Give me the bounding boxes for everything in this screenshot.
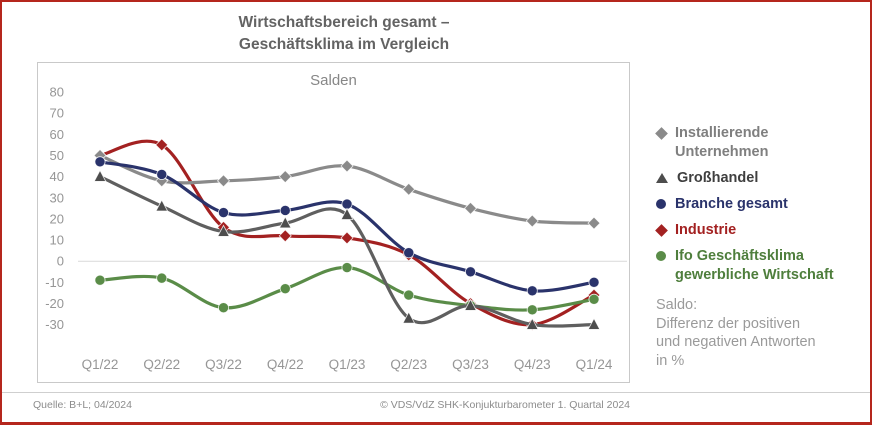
x-axis-label: Q1/24 <box>576 357 613 372</box>
series-2-point-7 <box>526 285 538 297</box>
series-0-point-6 <box>463 201 478 215</box>
legend-item-ifo-geschaeftsklima: Ifo Geschäftsklima gewerbliche Wirtschaf… <box>656 247 862 285</box>
series-2-point-8 <box>588 276 600 288</box>
series-4-point-7 <box>526 304 538 316</box>
triangle-marker-icon <box>656 173 668 183</box>
y-axis-tick: 0 <box>57 254 64 269</box>
y-axis-tick: -10 <box>45 275 64 290</box>
y-axis-tick: 20 <box>50 211 64 226</box>
chart-title: Wirtschaftsbereich gesamt – Geschäftskli… <box>6 12 682 55</box>
series-2-point-2 <box>217 207 229 219</box>
chart-legend: Installierende Unternehmen Großhandel Br… <box>655 124 862 285</box>
series-4-point-8 <box>588 293 600 305</box>
series-1-point-3 <box>278 216 292 229</box>
x-axis-label: Q4/22 <box>267 357 304 372</box>
y-axis-tick: 60 <box>50 127 64 142</box>
legend-item-industrie: Industrie <box>655 221 862 240</box>
x-axis-label: Q3/22 <box>205 357 242 372</box>
footer-copyright: © VDS/VdZ SHK-Konjukturbarometer 1. Quar… <box>380 399 630 411</box>
series-1-point-0 <box>93 169 107 182</box>
series-1-point-4 <box>340 207 354 220</box>
y-axis-tick: -30 <box>45 317 64 332</box>
y-axis-tick: -20 <box>45 296 64 311</box>
legend-item-grosshandel: Großhandel <box>656 169 862 188</box>
series-1-point-2 <box>217 224 230 237</box>
y-axis-tick: 80 <box>50 85 64 100</box>
series-0-point-5 <box>402 182 416 196</box>
footer-divider <box>2 392 870 393</box>
y-axis-tick: 40 <box>50 169 64 184</box>
series-2-point-3 <box>279 204 291 216</box>
series-0-point-2 <box>216 174 231 188</box>
series-3-point-3 <box>278 229 292 243</box>
diamond-marker-icon <box>655 127 668 140</box>
series-0-point-4 <box>340 159 354 173</box>
circle-marker-icon <box>656 251 666 261</box>
chart-title-line1: Wirtschaftsbereich gesamt – <box>238 14 450 31</box>
legend-label: Industrie <box>675 222 737 238</box>
legend-item-branche-gesamt: Branche gesamt <box>656 195 862 214</box>
series-1-point-8 <box>587 317 601 330</box>
series-1-point-5 <box>402 311 416 324</box>
series-2-point-5 <box>403 247 415 259</box>
x-axis-label: Q1/23 <box>329 357 366 372</box>
series-2-point-0 <box>94 156 106 168</box>
y-axis-tick: 70 <box>50 106 64 121</box>
diamond-marker-icon <box>655 224 668 237</box>
series-1-point-1 <box>155 199 169 212</box>
x-axis-label: Q1/22 <box>82 357 119 372</box>
series-1-point-6 <box>464 298 477 311</box>
series-4-point-2 <box>217 302 229 314</box>
x-axis-label: Q2/23 <box>390 357 427 372</box>
y-axis-tick: 10 <box>50 233 64 248</box>
series-3-point-4 <box>340 231 354 245</box>
legend-label: Installierende Unternehmen <box>675 125 769 160</box>
series-1-point-7 <box>525 317 539 330</box>
saldo-definition-note: Saldo: Differenz der positiven und negat… <box>656 297 816 369</box>
series-0-point-8 <box>587 216 601 230</box>
series-0-point-3 <box>278 170 292 184</box>
legend-item-installierende-unternehmen: Installierende Unternehmen <box>655 124 862 162</box>
legend-label: Großhandel <box>677 170 759 186</box>
legend-label: Ifo Geschäftsklima gewerbliche Wirtschaf… <box>675 248 834 283</box>
series-2-point-1 <box>156 168 168 180</box>
series-4-point-1 <box>156 272 168 284</box>
circle-marker-icon <box>656 199 666 209</box>
footer-source: Quelle: B+L; 04/2024 <box>33 399 132 411</box>
series-2-point-6 <box>464 266 476 278</box>
x-axis-label: Q2/22 <box>143 357 180 372</box>
plot-subtitle-salden: Salden <box>310 72 357 89</box>
chart-title-line2: Geschäftsklima im Vergleich <box>238 35 450 53</box>
series-4-point-3 <box>279 283 291 295</box>
series-0-point-7 <box>525 214 539 228</box>
y-axis-tick: 50 <box>50 148 64 163</box>
chart-svg: 80 70 60 50 40 30 20 10 0 -10 -20 -30 Q1/22 Q2/22 Q3/2… <box>45 85 627 372</box>
legend-label: Branche gesamt <box>675 196 788 212</box>
x-axis-label: Q3/23 <box>452 357 489 372</box>
series-4-point-4 <box>341 262 353 274</box>
y-axis-tick: 30 <box>50 190 64 205</box>
series-4-point-5 <box>403 289 415 301</box>
x-axis-label: Q4/23 <box>514 357 551 372</box>
series-3-point-1 <box>155 138 169 152</box>
chart-plot-area: Salden 80 70 60 50 40 30 20 10 0 -10 -20 -30 Q1/22 Q2… <box>37 62 630 383</box>
series-4-point-0 <box>94 274 106 286</box>
